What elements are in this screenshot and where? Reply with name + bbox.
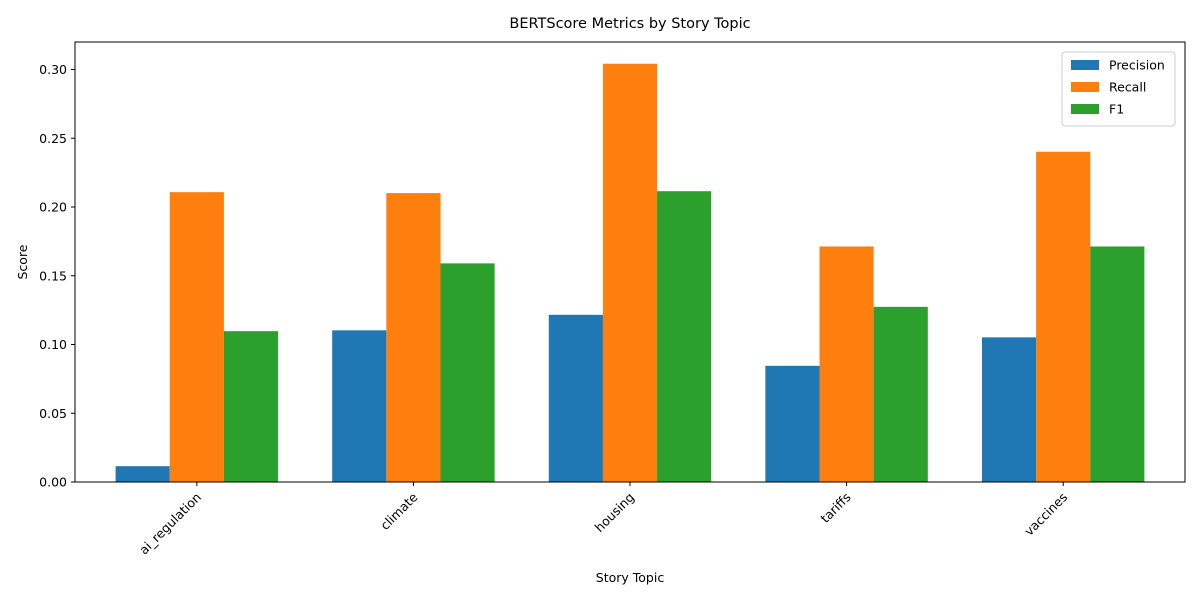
bar-recall-vaccines: [1036, 151, 1091, 482]
x-axis: ai_regulation climate housing tariffs vaccin…: [136, 482, 1070, 557]
bar-group: [115, 63, 1145, 483]
bar-recall-tariffs: [819, 246, 874, 482]
y-tick-label: 0.10: [39, 337, 67, 352]
plot-frame: [74, 41, 1186, 483]
bar-f1-tariffs: [873, 306, 928, 482]
legend: Precision Recall F1: [1061, 51, 1176, 127]
legend-swatch-recall: [1071, 82, 1099, 92]
y-tick-label: 0.05: [39, 406, 67, 421]
bar-f1-ai-regulation: [223, 331, 279, 482]
bar-precision-climate: [332, 330, 387, 482]
y-axis: 0.00 0.05 0.10 0.15 0.20 0.25 0.30: [39, 62, 75, 490]
y-tick-label: 0.25: [39, 131, 67, 146]
bar-f1-climate: [440, 263, 495, 482]
x-tick-label: tariffs: [817, 490, 853, 526]
y-tick-label: 0.15: [39, 268, 67, 283]
x-tick-label: housing: [592, 490, 637, 535]
y-tick-label: 0.20: [39, 200, 67, 215]
y-axis-label: Score: [15, 244, 30, 279]
legend-swatch-precision: [1071, 60, 1099, 70]
bar-recall-housing: [602, 63, 658, 482]
x-tick-label: vaccines: [1021, 490, 1070, 539]
legend-swatch-f1: [1071, 104, 1099, 114]
x-tick-label: ai_regulation: [136, 490, 204, 558]
bar-recall-climate: [386, 193, 441, 483]
bar-precision-housing: [548, 314, 603, 482]
chart-title: BERTScore Metrics by Story Topic: [509, 16, 750, 32]
bar-f1-housing: [657, 191, 712, 482]
x-tick-label: climate: [377, 489, 421, 533]
bar-precision-tariffs: [765, 365, 820, 482]
bar-f1-vaccines: [1090, 246, 1145, 482]
bar-precision-ai-regulation: [115, 466, 170, 482]
bar-precision-vaccines: [981, 337, 1037, 482]
x-axis-label: Story Topic: [596, 570, 665, 585]
y-tick-label: 0.30: [39, 62, 67, 77]
legend-label-precision: Precision: [1109, 58, 1165, 73]
bar-recall-ai-regulation: [169, 192, 224, 482]
legend-label-recall: Recall: [1109, 80, 1146, 95]
legend-label-f1: F1: [1109, 102, 1124, 117]
y-tick-label: 0.00: [39, 475, 67, 490]
